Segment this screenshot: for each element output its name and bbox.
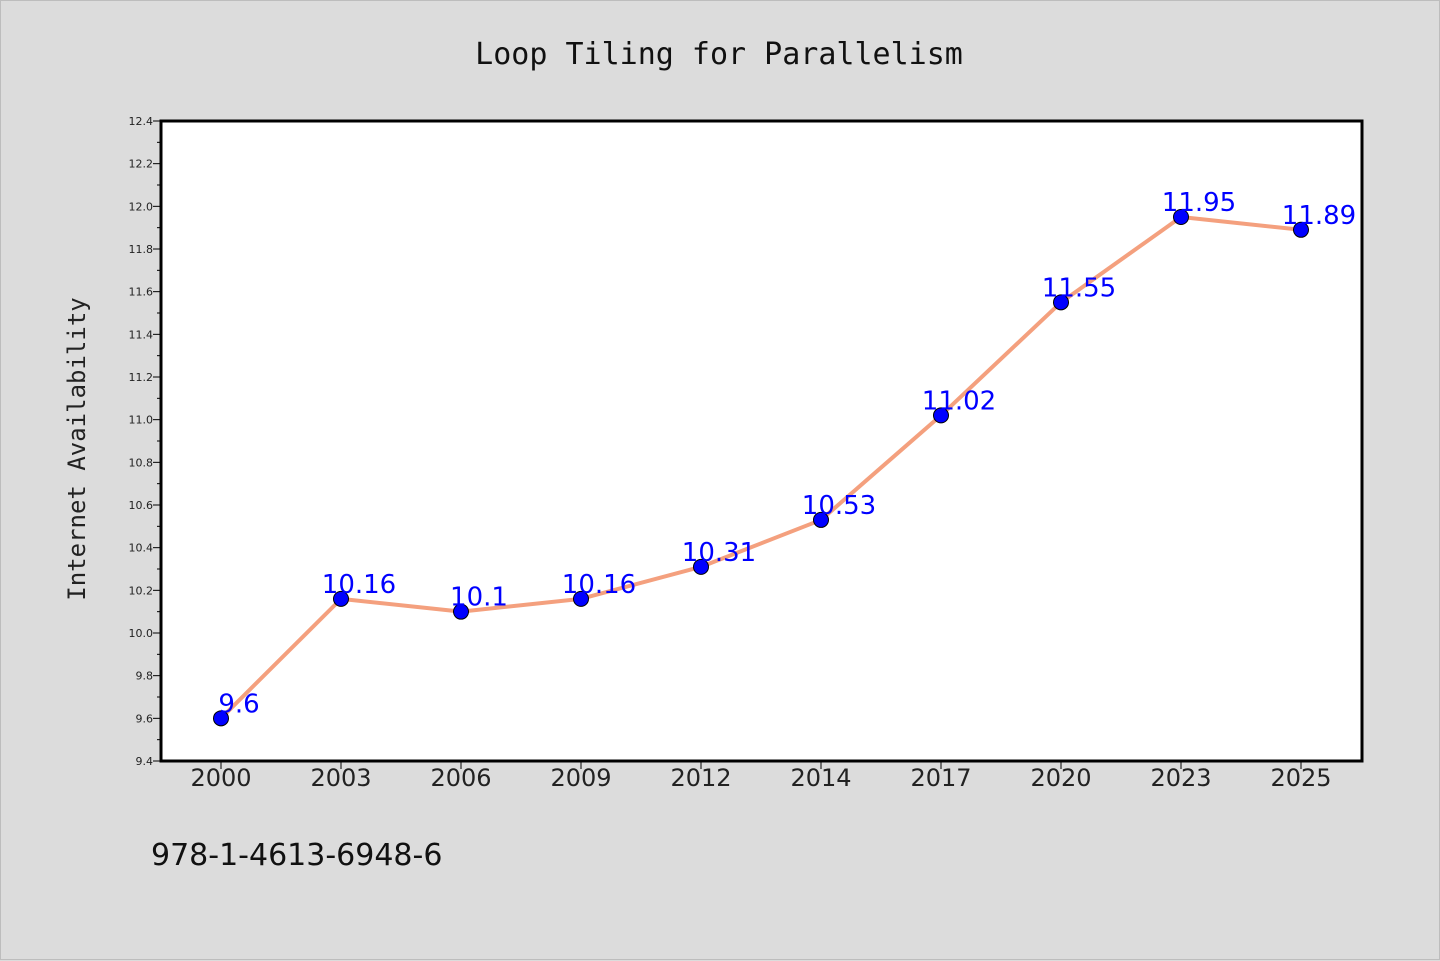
y-tick-label: 9.6	[136, 712, 154, 725]
series-line	[219, 215, 1302, 720]
y-tick-label: 12.0	[129, 200, 154, 213]
data-point-marker	[813, 511, 829, 528]
data-label: 10.16	[322, 570, 396, 600]
data-point-marker	[213, 710, 229, 727]
y-axis-label: Internet Availability	[63, 297, 91, 600]
data-label: 11.55	[1042, 273, 1116, 303]
isbn-footnote: 978-1-4613-6948-6	[151, 838, 442, 873]
y-tick-label: 10.2	[129, 584, 154, 597]
x-tick-label: 2023	[1150, 764, 1211, 792]
data-label: 11.89	[1282, 201, 1356, 231]
data-label: 11.95	[1162, 188, 1236, 218]
data-point-marker	[933, 407, 949, 424]
y-tick-label: 11.2	[129, 371, 154, 384]
data-point-marker	[453, 603, 469, 620]
y-tick-label: 12.4	[129, 115, 154, 128]
data-label: 10.53	[802, 491, 876, 521]
x-tick-label: 2012	[670, 764, 731, 792]
data-point-marker	[1293, 221, 1309, 238]
series-lines	[219, 215, 1302, 720]
x-tick-label: 2020	[1030, 764, 1091, 792]
x-axis: 2000 2003 2006 2009 2012 2014 2017 2020 2023 2025	[190, 761, 1332, 792]
data-point-marker	[573, 590, 589, 607]
y-tick-label: 12.2	[129, 158, 154, 171]
data-point-marker	[333, 590, 349, 607]
x-tick-label: 2009	[550, 764, 611, 792]
data-point-marker	[1053, 294, 1069, 311]
data-label: 9.6	[218, 689, 259, 719]
y-tick-label: 9.8	[136, 670, 154, 683]
y-tick-label: 11.8	[129, 243, 154, 256]
data-label: 10.16	[562, 570, 636, 600]
y-tick-label: 9.4	[136, 755, 154, 768]
data-markers	[213, 209, 1309, 727]
x-tick-label: 2017	[910, 764, 971, 792]
y-tick-label: 10.8	[129, 456, 154, 469]
data-point-marker	[1173, 209, 1189, 225]
x-tick-label: 2006	[430, 764, 491, 792]
x-tick-label: 2014	[790, 764, 851, 792]
data-point-marker	[693, 558, 709, 575]
y-tick-label: 10.4	[129, 542, 154, 555]
data-label: 11.02	[922, 386, 996, 416]
data-label: 10.31	[682, 538, 756, 568]
x-tick-label: 2025	[1270, 764, 1331, 792]
y-tick-label: 10.6	[129, 499, 154, 512]
x-tick-label: 2003	[310, 764, 371, 792]
y-tick-label: 11.0	[129, 414, 154, 427]
data-labels: 9.6 10.16 10.1 10.16 10.31 10.53 11.02 11.55 11.…	[218, 188, 1356, 719]
data-label: 10.1	[450, 583, 508, 613]
plot-area	[159, 119, 1364, 763]
y-tick-label: 10.0	[129, 627, 154, 640]
y-tick-label: 11.6	[129, 286, 154, 299]
chart-title: Loop Tiling for Parallelism	[475, 37, 963, 72]
y-axis: 9.4 9.6 9.8 10.0 10.2 10.4 10.6 10.8 11.0 11.2 11.…	[129, 115, 161, 768]
x-tick-label: 2000	[190, 764, 251, 792]
y-tick-label: 11.4	[129, 328, 154, 341]
